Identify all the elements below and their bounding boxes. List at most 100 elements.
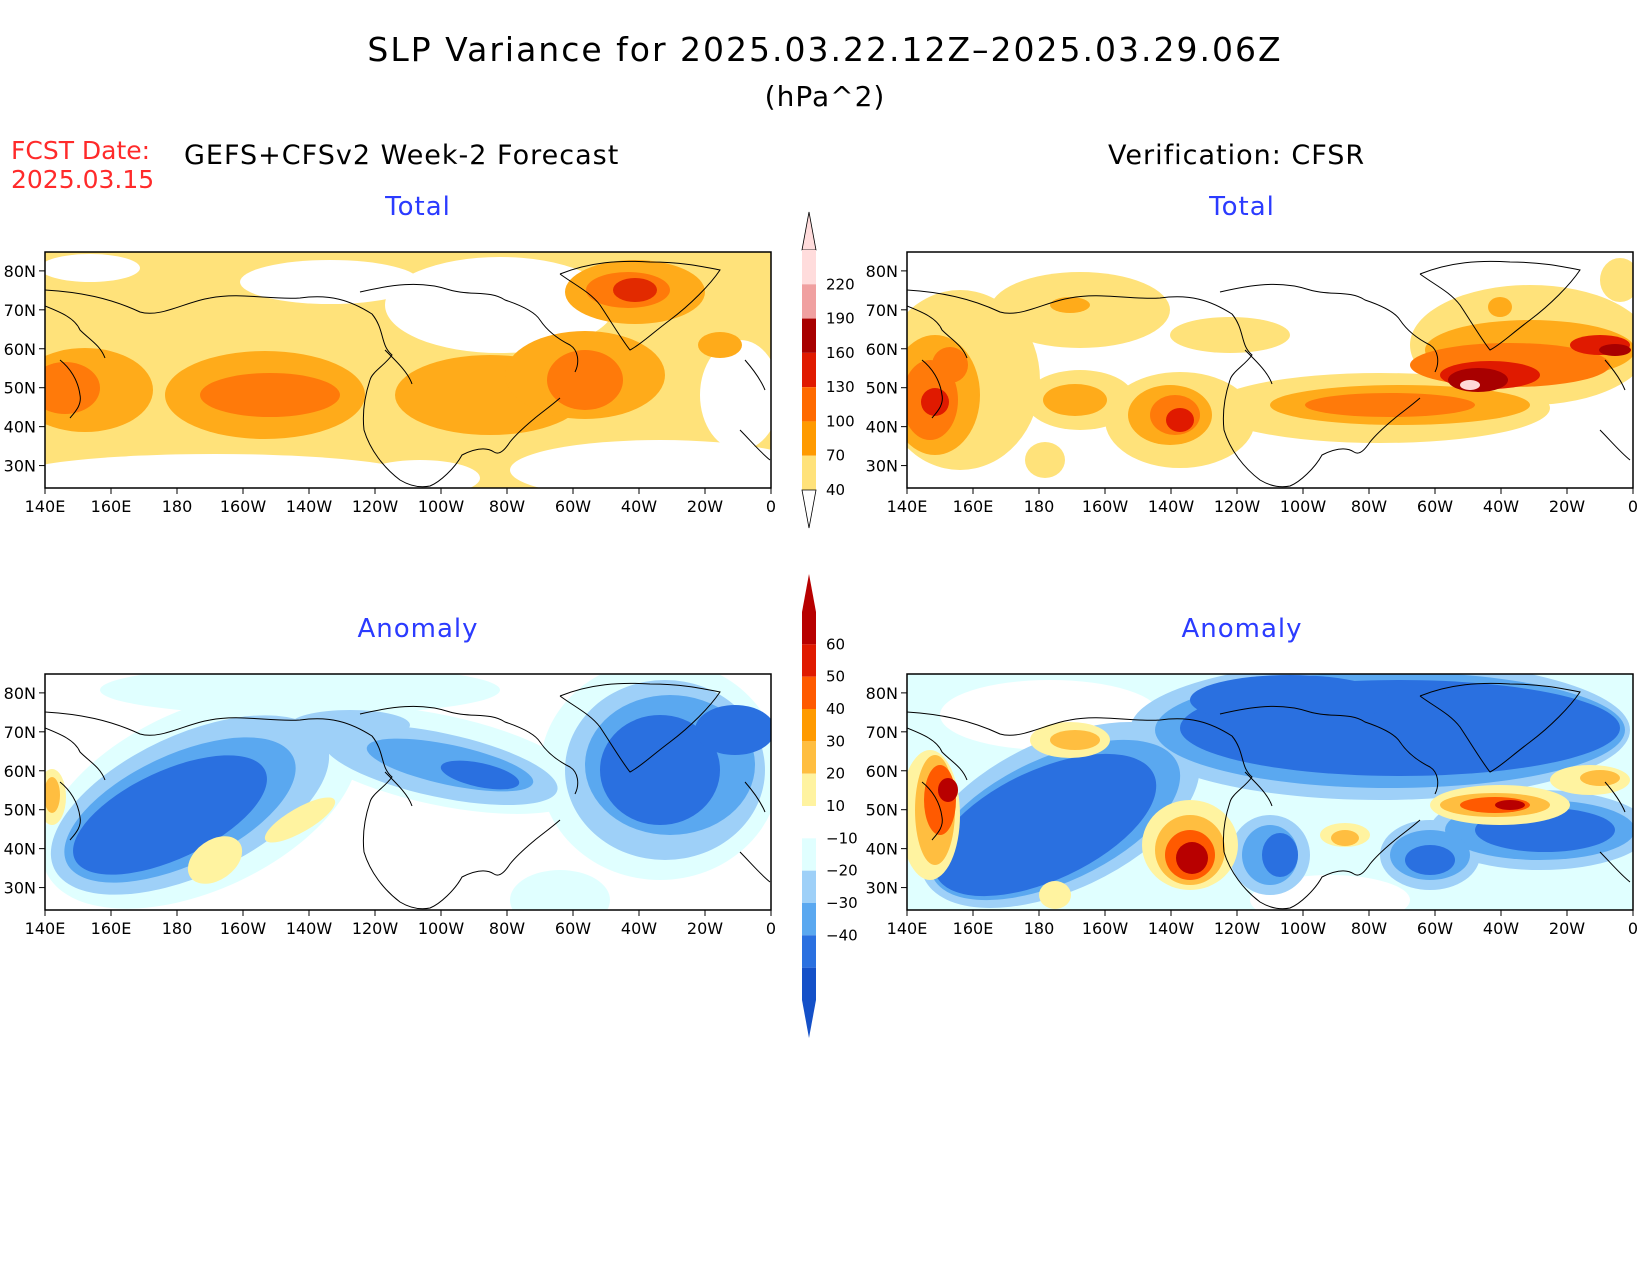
lat-label-forecast-anomaly: 60N — [4, 762, 36, 781]
colorbar-total-label: 100 — [826, 412, 855, 430]
lat-label-forecast-anomaly: 70N — [4, 723, 36, 742]
units-label: (hPa^2) — [764, 80, 886, 113]
colorbar-total-bin — [802, 318, 816, 353]
lon-label-forecast-total: 180 — [162, 497, 193, 516]
colorbar-anomaly-bottom-arrow — [802, 1000, 816, 1038]
colorbar-anomaly-label: 60 — [826, 635, 845, 653]
fcst-date-label: FCST Date: — [11, 136, 151, 165]
forecast-header: GEFS+CFSv2 Week-2 Forecast — [184, 140, 620, 171]
colorbar-anomaly-label: −20 — [826, 862, 858, 880]
lon-label-verification-total: 40W — [1483, 497, 1519, 516]
verification-total-panel — [906, 251, 1634, 489]
lon-label-verification-total: 20W — [1549, 497, 1585, 516]
lon-label-forecast-total: 80W — [489, 497, 525, 516]
colorbar-anomaly-label: 20 — [826, 765, 845, 783]
colorbar-anomaly-bin — [802, 741, 816, 774]
forecast-total-panel — [44, 251, 772, 489]
lon-label-verification-total: 160W — [1082, 497, 1129, 516]
lon-label-verification-total: 60W — [1417, 497, 1453, 516]
verification-total-title: Total — [1209, 192, 1275, 222]
lat-label-forecast-total: 80N — [4, 262, 36, 281]
lon-label-forecast-total: 20W — [687, 497, 723, 516]
lon-label-forecast-anomaly: 80W — [489, 919, 525, 938]
lon-label-verification-anomaly: 140W — [1148, 919, 1195, 938]
lon-label-forecast-anomaly: 160W — [220, 919, 267, 938]
lat-label-verification-total: 80N — [866, 262, 898, 281]
lat-label-forecast-total: 70N — [4, 301, 36, 320]
lat-label-verification-total: 60N — [866, 340, 898, 359]
lon-label-forecast-total: 40W — [621, 497, 657, 516]
colorbar-anomaly-label: 40 — [826, 700, 845, 718]
colorbar-anomaly-top-arrow — [802, 574, 816, 612]
colorbar-anomaly-bin — [802, 773, 816, 806]
lat-label-forecast-total: 50N — [4, 379, 36, 398]
lon-label-forecast-total: 0 — [766, 497, 776, 516]
lon-label-forecast-anomaly: 60W — [555, 919, 591, 938]
lat-label-forecast-anomaly: 50N — [4, 801, 36, 820]
colorbar-total-top-arrow — [801, 211, 817, 251]
lon-label-forecast-total: 140E — [25, 497, 66, 516]
colorbar-total-bin — [802, 250, 816, 285]
colorbar-anomaly-label: 30 — [826, 732, 845, 750]
lon-label-verification-total: 120W — [1214, 497, 1261, 516]
lon-label-forecast-anomaly: 120W — [352, 919, 399, 938]
verification-total-field — [907, 258, 1633, 488]
colorbar-anomaly: 60 50 40 30 20 10 −10 −20 −30 −40 — [802, 574, 858, 1038]
colorbar-total: 220 190 160 130 100 70 40 — [801, 211, 855, 529]
verification-anomaly-title: Anomaly — [1181, 614, 1303, 644]
lon-label-verification-anomaly: 0 — [1628, 919, 1638, 938]
lon-label-forecast-anomaly: 40W — [621, 919, 657, 938]
lon-label-verification-total: 80W — [1351, 497, 1387, 516]
lon-label-verification-total: 140W — [1148, 497, 1195, 516]
lat-label-verification-anomaly: 60N — [866, 762, 898, 781]
lat-label-verification-total: 40N — [866, 418, 898, 437]
lon-label-forecast-anomaly: 140W — [286, 919, 333, 938]
lat-label-forecast-total: 60N — [4, 340, 36, 359]
lat-label-verification-anomaly: 50N — [866, 801, 898, 820]
figure-title: SLP Variance for 2025.03.22.12Z–2025.03.… — [367, 30, 1283, 69]
colorbar-anomaly-bin — [802, 838, 816, 871]
lon-label-forecast-total: 60W — [555, 497, 591, 516]
forecast-total-title: Total — [385, 192, 451, 222]
lon-label-forecast-total: 160E — [91, 497, 132, 516]
lat-label-verification-total: 30N — [866, 457, 898, 476]
lat-label-verification-anomaly: 70N — [866, 723, 898, 742]
lon-label-verification-total: 100W — [1280, 497, 1327, 516]
coastline-outlines — [45, 260, 771, 488]
colorbar-anomaly-bin — [802, 870, 816, 903]
verification-anomaly-field — [907, 674, 1633, 910]
fcst-date-value: 2025.03.15 — [11, 165, 155, 194]
lon-label-forecast-total: 120W — [352, 497, 399, 516]
lon-label-verification-anomaly: 140E — [887, 919, 928, 938]
coastline-outlines — [45, 682, 771, 910]
lon-label-forecast-anomaly: 180 — [162, 919, 193, 938]
colorbar-total-label: 40 — [826, 481, 845, 499]
lon-label-verification-anomaly: 80W — [1351, 919, 1387, 938]
lon-label-forecast-total: 140W — [286, 497, 333, 516]
lon-label-verification-total: 160E — [953, 497, 994, 516]
lat-label-verification-anomaly: 40N — [866, 840, 898, 859]
lon-label-verification-total: 140E — [887, 497, 928, 516]
colorbar-anomaly-bin — [802, 935, 816, 968]
lon-label-verification-anomaly: 180 — [1024, 919, 1055, 938]
verification-header: Verification: CFSR — [1108, 140, 1366, 171]
forecast-anomaly-field — [45, 674, 771, 910]
colorbar-total-label: 70 — [826, 447, 845, 465]
colorbar-total-bin — [802, 387, 816, 422]
colorbar-anomaly-bin — [802, 612, 816, 645]
colorbar-anomaly-label: 10 — [826, 797, 845, 815]
colorbar-total-bin — [802, 421, 816, 456]
colorbar-total-label: 160 — [826, 344, 855, 362]
colorbar-anomaly-label: −40 — [826, 926, 858, 944]
colorbar-total-label: 220 — [826, 275, 855, 293]
forecast-total-field — [45, 252, 771, 488]
colorbar-anomaly-bin — [802, 806, 816, 839]
lon-label-verification-anomaly: 60W — [1417, 919, 1453, 938]
colorbar-anomaly-bin — [802, 903, 816, 936]
lat-label-forecast-total: 30N — [4, 457, 36, 476]
colorbar-anomaly-bin — [802, 676, 816, 709]
axes-labels: 80N 70N 60N 50N 40N 30N 140E 160E 180 160W 140W 120… — [4, 262, 1638, 938]
colorbar-anomaly-bin — [802, 967, 816, 1000]
lat-label-verification-anomaly: 30N — [866, 879, 898, 898]
lat-label-forecast-anomaly: 30N — [4, 879, 36, 898]
